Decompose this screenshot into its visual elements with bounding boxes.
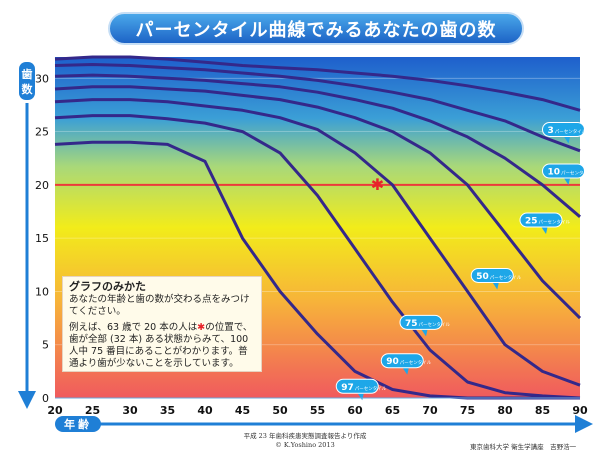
x-axis-label: 年齢 (64, 417, 92, 431)
percentile-unit: パーセンタイル (490, 274, 522, 281)
percentile-text: 3パーセンタイル (548, 126, 587, 136)
percentile-unit: パーセンタイル (561, 170, 593, 177)
chart-title-banner: パーセンタイル曲線でみるあなたの歯の数 (108, 12, 524, 45)
y-tick-label: 15 (35, 232, 49, 245)
x-tick-label: 80 (497, 404, 513, 417)
series-line-3 (54, 85, 582, 320)
x-tick-label: 35 (160, 404, 175, 417)
percentile-number: 10 (548, 168, 561, 178)
x-tick-label: 30 (122, 404, 138, 417)
footer-source-text: 平成 23 年歯科疾患実態調査報告より作成 (243, 432, 367, 440)
percentile-badge (542, 121, 585, 137)
x-tick-label: 75 (460, 404, 475, 417)
y-axis-label: 歯 (22, 67, 33, 81)
guide-paragraph-2-a: 例えば、63 歳で 20 本の人は (69, 321, 198, 333)
y-tick-label: 25 (35, 126, 49, 139)
guide-box: グラフのみかた あなたの年齢と歯の数が交わる点をみつけてください。 例えば、63… (62, 276, 262, 372)
percentile-badge (519, 212, 563, 228)
guide-paragraph-2: 例えば、63 歳で 20 本の人は✱の位置で、歯が全部 (32 本) ある状態か… (69, 322, 255, 371)
percentile-text: 25パーセンタイル (525, 217, 571, 227)
percentile-number: 3 (548, 126, 554, 136)
y-tick-label: 0 (42, 392, 49, 405)
percentile-text: 50パーセンタイル (476, 272, 522, 282)
x-tick-label: 20 (47, 404, 63, 417)
percentile-text: 90パーセンタイル (386, 357, 432, 367)
series-line-1 (54, 63, 581, 153)
footer-credit: 東京歯科大学 衛生学講座 吉野浩一 (470, 443, 577, 451)
footer-source: 平成 23 年歯科疾患実態調査報告より作成 © K.Yoshino 2013 (225, 432, 385, 450)
percentile-unit: パーセンタイル (355, 385, 387, 392)
percentile-badge (335, 378, 379, 394)
percentile-badge (470, 267, 514, 283)
percentile-text: 10パーセンタイル (548, 168, 594, 178)
x-axis-label-badge (55, 416, 101, 432)
guide-paragraph-2-b: の位置で、歯が全部 (32 本) ある状態からみて、100 人中 75 番目にあ… (69, 321, 253, 370)
percentile-label-50: 50パーセンタイル (470, 267, 522, 290)
percentile-number: 75 (405, 319, 418, 329)
percentile-label-10: 10パーセンタイル (542, 163, 594, 186)
x-tick-label: 65 (385, 404, 400, 417)
percentile-text: 75パーセンタイル (405, 319, 451, 329)
x-tick-label: 40 (197, 404, 213, 417)
x-tick-label: 45 (235, 404, 250, 417)
percentile-label-25: 25パーセンタイル (519, 212, 571, 235)
percentile-number: 50 (476, 272, 489, 282)
percentile-badge (380, 353, 424, 369)
series-line-5 (54, 114, 581, 400)
y-tick-label: 30 (35, 72, 49, 85)
percentile-label-75: 75パーセンタイル (399, 314, 451, 337)
marker-star-icon: ✱ (371, 175, 384, 194)
y-tick-label: 5 (42, 339, 49, 352)
x-tick-label: 60 (347, 404, 363, 417)
series-line-2 (54, 73, 581, 218)
percentile-text: 97パーセンタイル (341, 383, 387, 393)
percentile-unit: パーセンタイル (555, 128, 587, 135)
x-tick-label: 90 (572, 404, 588, 417)
guide-title: グラフのみかた (69, 280, 146, 293)
percentile-number: 25 (525, 217, 538, 227)
x-tick-label: 85 (535, 404, 550, 417)
percentile-unit: パーセンタイル (419, 321, 451, 328)
percentile-number: 90 (386, 357, 399, 367)
percentile-number: 97 (341, 383, 354, 393)
x-tick-label: 55 (310, 404, 325, 417)
percentile-label-97: 97パーセンタイル (335, 378, 387, 401)
series-line-0 (54, 55, 581, 112)
percentile-label-90: 90パーセンタイル (380, 353, 432, 375)
guide-paragraph-1: あなたの年齢と歯の数が交わる点をみつけてください。 (69, 294, 250, 318)
y-tick-label: 20 (35, 179, 49, 192)
series-line-4 (54, 98, 581, 387)
y-axis-label-badge (19, 62, 35, 100)
x-tick-label: 70 (422, 404, 438, 417)
guide-star-icon: ✱ (197, 321, 206, 333)
percentile-badge (542, 163, 585, 179)
percentile-badge (399, 314, 443, 330)
percentile-unit: パーセンタイル (539, 219, 571, 226)
footer-copyright: © K.Yoshino 2013 (275, 441, 335, 449)
y-axis-label-2: 数 (22, 82, 34, 96)
percentile-label-3: 3パーセンタイル (542, 121, 587, 144)
percentile-unit: パーセンタイル (400, 359, 432, 366)
x-tick-label: 50 (272, 404, 288, 417)
x-tick-label: 25 (85, 404, 100, 417)
y-tick-label: 10 (35, 285, 49, 298)
